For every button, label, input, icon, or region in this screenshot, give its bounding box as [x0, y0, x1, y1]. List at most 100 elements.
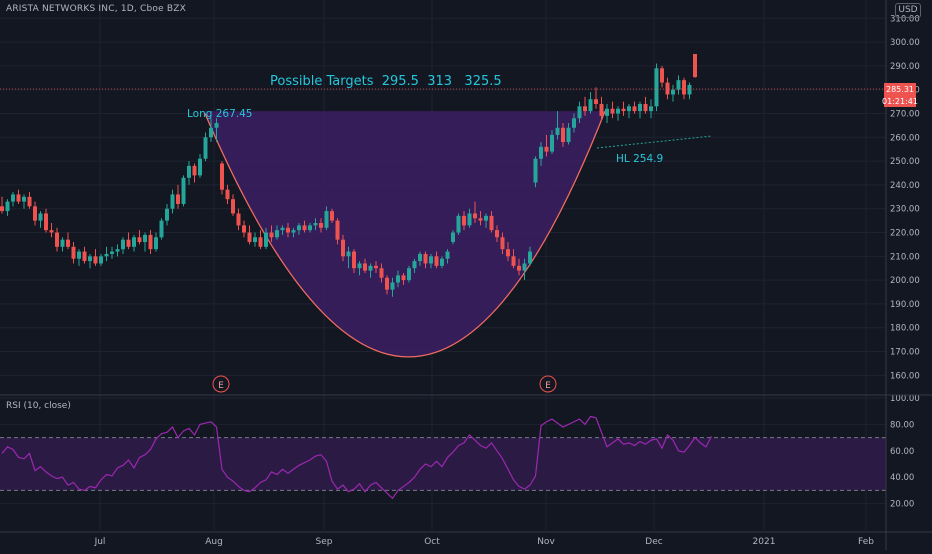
candle: [396, 270, 400, 288]
candle: [676, 75, 681, 95]
currency-badge[interactable]: USD: [895, 3, 921, 18]
candle: [22, 194, 26, 209]
candle-body: [324, 211, 329, 228]
candle-body: [258, 237, 263, 247]
candle-body: [478, 218, 483, 221]
candle: [99, 253, 103, 266]
price-tick-label: 210.00: [890, 252, 920, 262]
candle-body: [313, 222, 318, 226]
candle: [605, 103, 609, 124]
candle: [33, 201, 37, 226]
candle-body: [126, 239, 131, 247]
candle: [346, 246, 351, 269]
candle-body: [115, 249, 120, 252]
candle-body: [412, 261, 417, 269]
candle-body: [55, 232, 59, 247]
price-tick-label: 170.00: [890, 348, 920, 358]
earnings-marker-nov[interactable]: E: [539, 375, 557, 393]
candle-body: [363, 263, 367, 271]
candle-body: [220, 163, 224, 190]
candle-body: [676, 80, 681, 90]
candle-body: [434, 256, 439, 266]
candle: [478, 211, 483, 226]
time-tick-label: 2021: [753, 537, 776, 547]
candle-body: [60, 239, 65, 247]
candle: [467, 208, 472, 228]
candle: [5, 199, 10, 216]
price-tick-label: 290.00: [890, 62, 920, 72]
candle-body: [577, 106, 582, 119]
candle: [495, 225, 499, 243]
time-tick-label: Nov: [537, 537, 555, 547]
candle-body: [93, 256, 98, 264]
candle: [440, 256, 444, 269]
earnings-circle: [212, 375, 230, 393]
candle-body: [665, 82, 670, 95]
candle-body: [352, 251, 356, 269]
candle-body: [660, 68, 664, 83]
long-entry-label: Long 267.45: [187, 108, 253, 120]
candle: [82, 246, 87, 264]
candle: [544, 134, 549, 157]
candle-body: [649, 106, 653, 112]
candle-body: [242, 225, 246, 233]
candle: [324, 206, 329, 231]
candle: [16, 189, 21, 204]
countdown-tag-bg: [884, 95, 916, 107]
candle-body: [291, 230, 296, 233]
candle-body: [462, 215, 466, 226]
rsi-line: [1, 415, 713, 500]
candle-body: [247, 232, 252, 243]
candle: [181, 175, 186, 207]
candle-body: [671, 89, 675, 95]
candle-body: [566, 127, 571, 143]
symbol-title[interactable]: ARISTA NETWORKS INC, 1D, Cboe BZX: [6, 4, 186, 14]
candle-body: [192, 165, 197, 176]
candle-body: [121, 239, 125, 250]
price-tick-label: 160.00: [890, 371, 920, 381]
candle: [253, 232, 257, 247]
candle-body: [275, 230, 279, 238]
candle: [330, 208, 334, 223]
rsi-indicator-title[interactable]: RSI (10, close): [6, 401, 71, 411]
candle: [231, 194, 235, 216]
candle: [643, 96, 648, 114]
candle-body: [517, 265, 521, 271]
candle-body: [682, 80, 686, 95]
candle-body: [104, 253, 109, 257]
candle: [121, 237, 125, 254]
candle-body: [66, 239, 70, 247]
candle-body: [137, 237, 142, 243]
candle-body: [418, 253, 422, 262]
candle-body: [225, 189, 230, 200]
time-tick-label: Dec: [645, 537, 662, 547]
candle: [506, 242, 510, 262]
candle-body: [627, 106, 631, 112]
candle: [566, 123, 571, 145]
candle-body: [99, 256, 103, 264]
candle-body: [302, 225, 307, 231]
candle: [93, 249, 98, 266]
candle: [456, 213, 461, 235]
last-price-tag: 285.31 01:21:41: [882, 83, 918, 107]
candle-body: [346, 251, 351, 257]
candle: [319, 218, 323, 233]
candle-body: [473, 213, 477, 219]
candle: [126, 232, 131, 250]
candle-body: [522, 263, 527, 271]
candle: [385, 275, 389, 295]
candle: [49, 222, 54, 238]
candle: [390, 277, 395, 297]
candle: [214, 118, 219, 143]
earnings-marker-aug[interactable]: E: [212, 375, 230, 393]
candle-body: [456, 215, 461, 233]
rsi-series: [0, 415, 886, 500]
candlestick-series: [0, 53, 697, 297]
candle-body: [616, 108, 620, 114]
candle: [550, 130, 554, 154]
candle: [374, 261, 378, 273]
candle-body: [198, 158, 202, 176]
candle: [137, 230, 142, 245]
candle: [500, 232, 505, 254]
